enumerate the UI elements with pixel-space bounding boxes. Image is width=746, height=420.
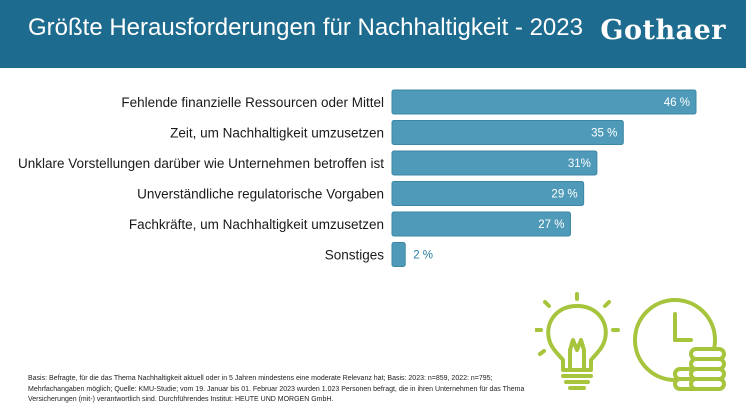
footnote: Basis: Befragte, für die das Thema Nachh… <box>28 375 525 403</box>
value-label: 35 % <box>591 128 617 140</box>
value-label: 29 % <box>551 189 577 201</box>
illustration-icons <box>535 292 726 391</box>
bar <box>391 181 585 206</box>
value-label: 46 % <box>664 97 690 109</box>
value-label: 27 % <box>538 219 564 231</box>
category-label: Unklare Vorstellungen darüber wie Untern… <box>18 156 384 171</box>
bar-chart: Fehlende finanzielle Ressourcen oder Mit… <box>18 89 697 267</box>
bar <box>391 242 406 267</box>
chart-title: Größte Herausforderungen für Nachhaltigk… <box>28 14 583 41</box>
category-label: Unverständliche regulatorische Vorgaben <box>137 187 384 202</box>
lightbulb-icon <box>535 292 620 390</box>
coin-stack-icon <box>673 347 726 391</box>
bar <box>391 211 571 237</box>
category-label: Zeit, um Nachhaltigkeit umzusetzen <box>170 126 384 141</box>
category-label: Fachkräfte, um Nachhaltigkeit umzusetzen <box>129 217 384 232</box>
bar <box>391 89 697 115</box>
header-banner: Größte Herausforderungen für Nachhaltigk… <box>0 0 746 68</box>
category-label: Fehlende finanzielle Ressourcen oder Mit… <box>121 95 384 110</box>
bar <box>391 150 598 176</box>
brand-logo: Gothaer <box>600 15 726 46</box>
value-label: 2 % <box>413 250 433 262</box>
value-label: 31% <box>568 158 591 170</box>
category-label: Sonstiges <box>325 248 385 263</box>
bar <box>391 120 624 145</box>
